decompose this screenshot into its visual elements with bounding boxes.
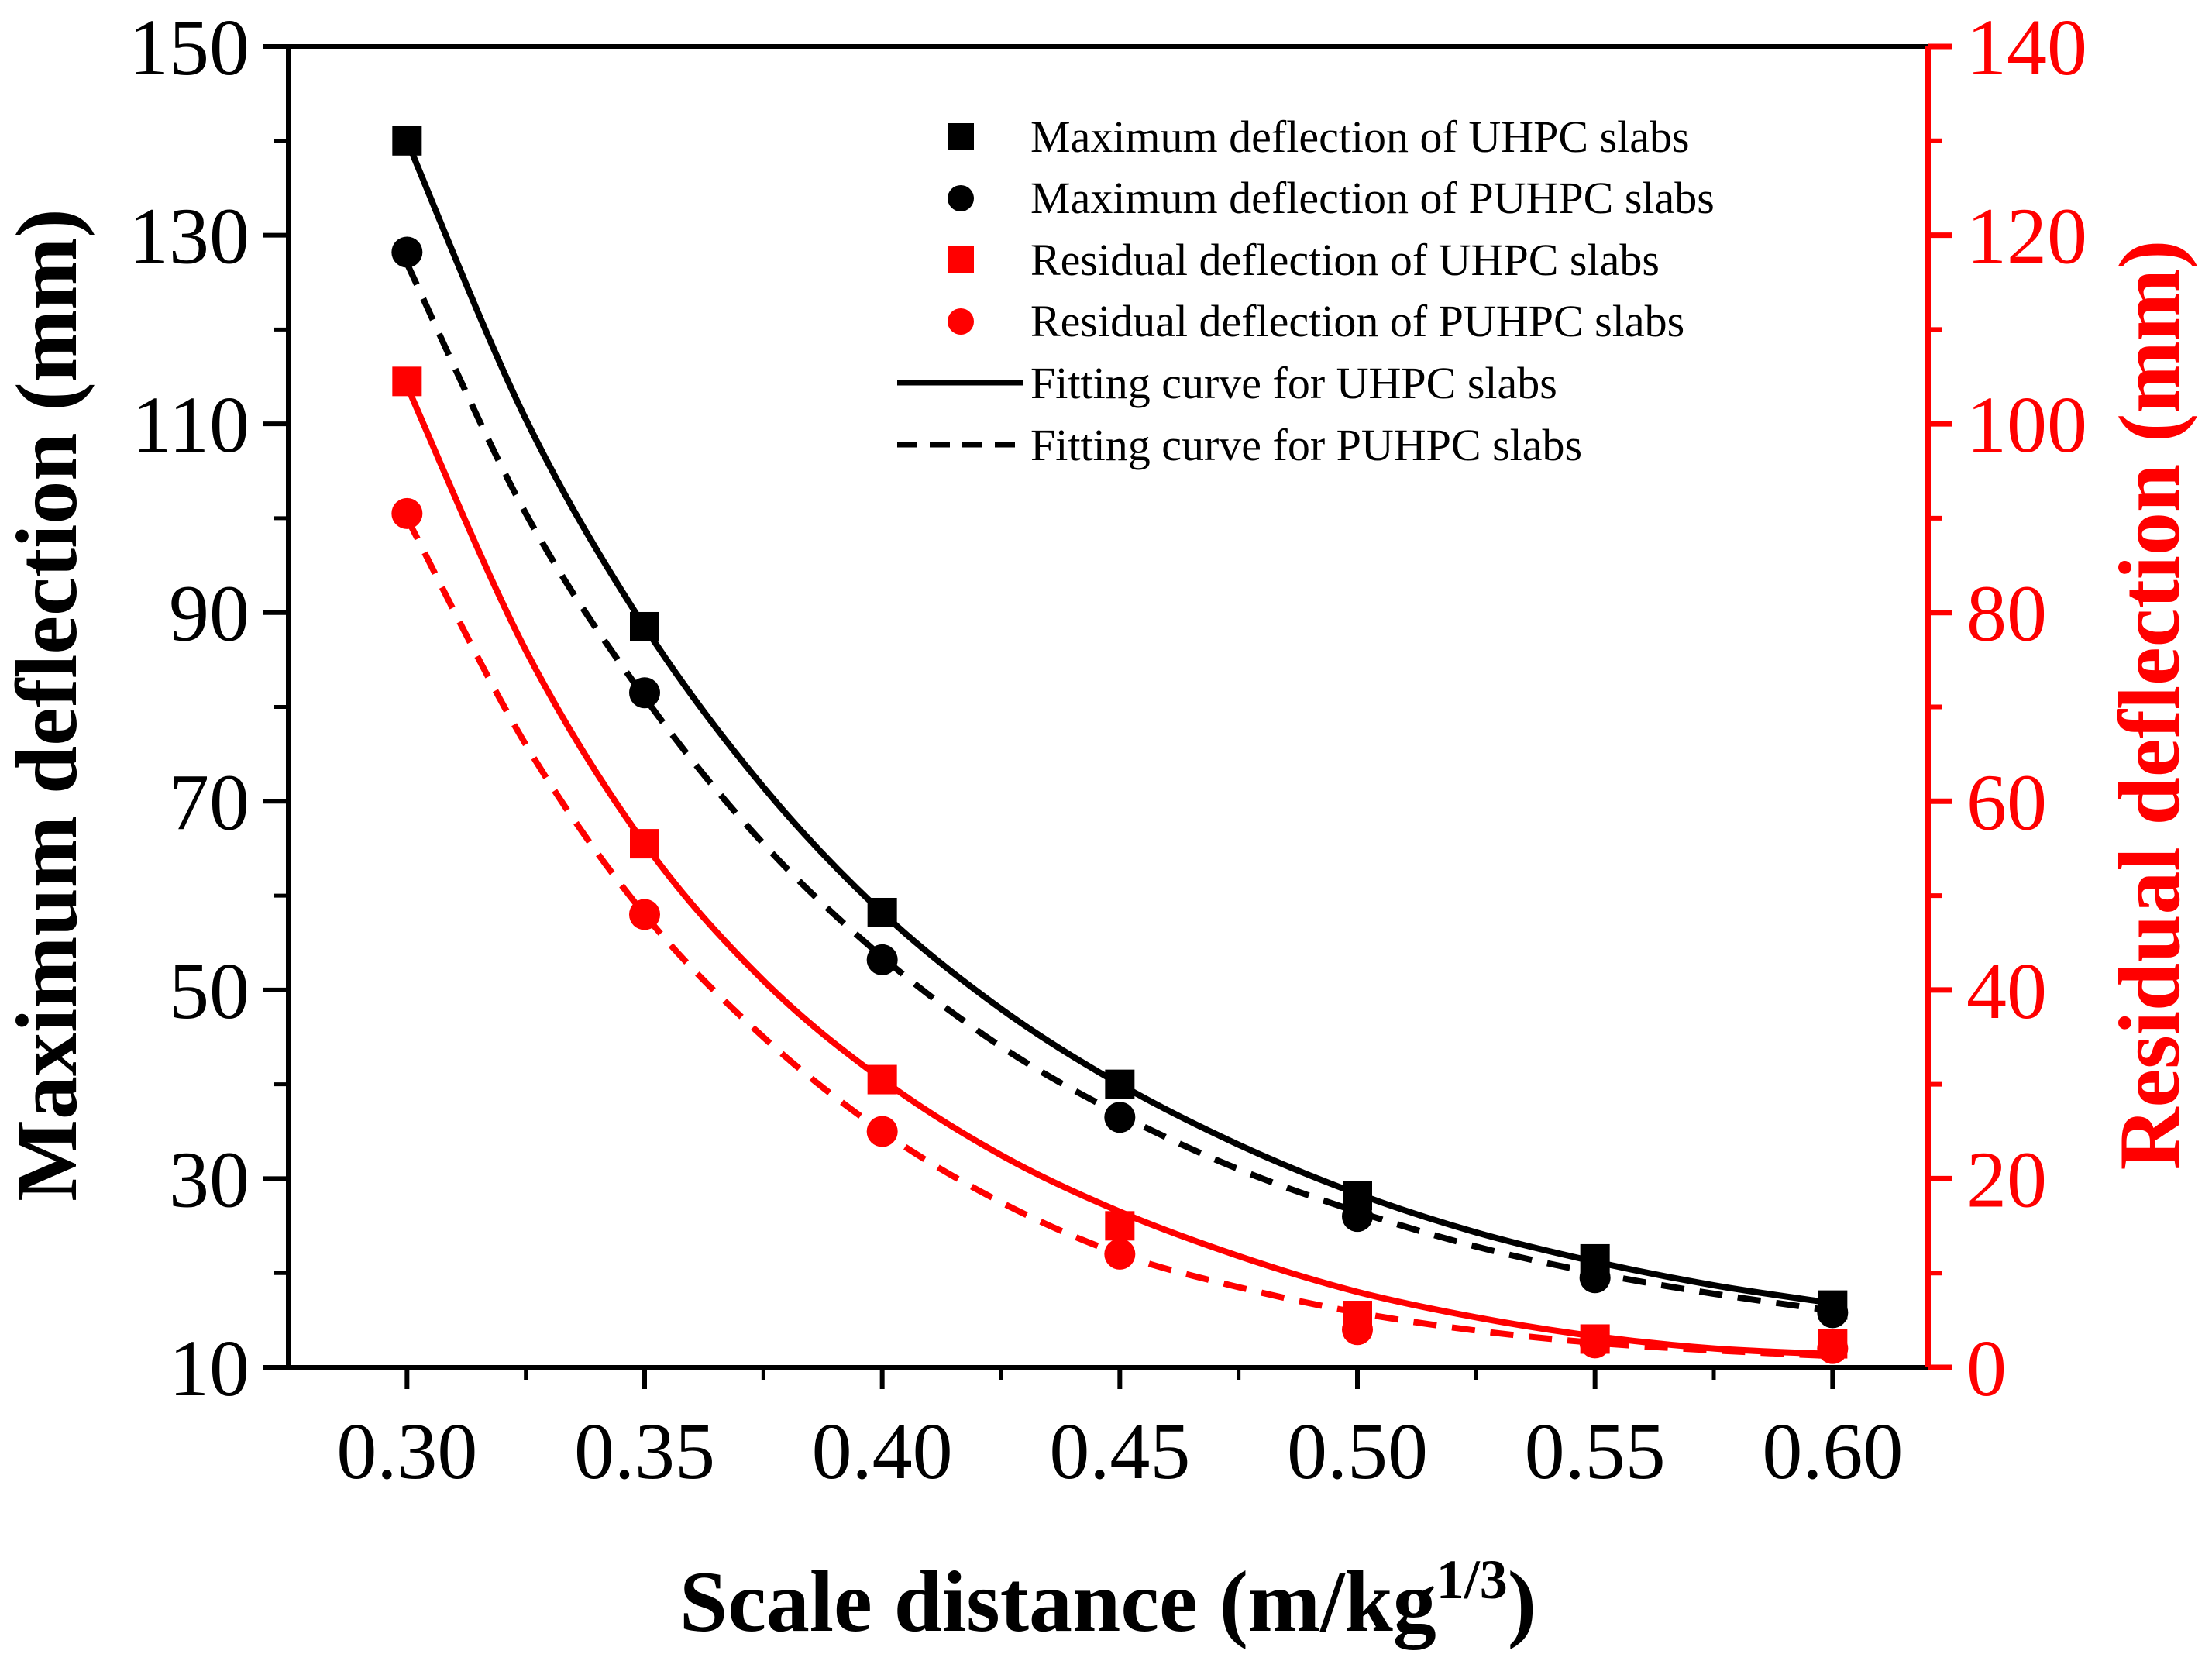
left-y-tick-label: 110 [132,380,249,469]
x-tick-label: 0.40 [812,1407,953,1496]
x-axis-title-main: Scale distance (m/kg [679,1554,1436,1650]
data-point-square [392,366,422,397]
legend: Maximum deflection of UHPC slabs Maximum… [897,112,1715,470]
data-point-circle [1817,1332,1849,1364]
x-tick-label: 0.35 [574,1407,715,1496]
data-point-square [1105,1211,1135,1241]
x-axis-title: Scale distance (m/kg1/3) [679,1549,1536,1650]
data-point-square [867,897,897,927]
right-y-tick-label: 20 [1966,1135,2047,1224]
left-y-tick-label: 50 [169,947,249,1036]
x-axis-title-superscript: 1/3 [1436,1549,1508,1611]
left-y-tick-label: 150 [129,3,249,92]
data-point-square [392,126,422,156]
data-point-square [630,611,659,641]
data-point-circle [1579,1262,1611,1294]
x-tick-label: 0.55 [1525,1407,1666,1496]
x-tick-label: 0.45 [1049,1407,1190,1496]
data-point-circle [1342,1314,1373,1346]
data-point-circle [1342,1201,1373,1233]
legend-label-2: Maximum deflection of PUHPC slabs [1030,173,1715,223]
fitting-curves [404,139,1833,1360]
legend-label-6: Fitting curve for PUHPC slabs [1030,420,1582,470]
left-y-tick-label: 90 [169,569,249,659]
data-point-circle [1104,1102,1136,1133]
data-point-circle [629,899,660,930]
data-point-circle [391,497,423,529]
axis-ticks: 0.30 0.35 0.40 0.45 0.50 0.55 0.60 10 30 50 70 90 11… [129,3,2087,1496]
legend-label-4: Residual deflection of PUHPC slabs [1030,296,1684,346]
data-point-square [630,829,659,859]
data-point-square [867,1064,897,1095]
data-point-circle [866,1116,898,1147]
left-y-tick-label: 10 [169,1324,249,1413]
x-tick-label: 0.50 [1287,1407,1428,1496]
right-y-tick-label: 100 [1966,380,2087,469]
left-y-axis-title: Maximum deflection (mm) [0,208,95,1201]
data-point-square [1105,1069,1135,1099]
right-y-tick-label: 140 [1966,3,2087,92]
legend-marker-circle-red [948,308,974,335]
data-point-circle [1579,1327,1611,1359]
data-point-circle [391,236,423,268]
legend-label-3: Residual deflection of UHPC slabs [1030,235,1660,285]
right-y-tick-label: 80 [1966,569,2047,659]
legend-marker-circle-black [948,185,974,211]
x-tick-label: 0.60 [1762,1407,1903,1496]
right-y-axis-title: Residual deflection (mm) [2102,240,2198,1171]
fit-curve-right-solid [404,384,1833,1357]
left-y-tick-label: 70 [169,758,249,847]
left-y-tick-label: 30 [169,1135,249,1224]
fit-curve-left-solid [404,139,1833,1307]
right-y-tick-label: 0 [1966,1324,2007,1413]
data-point-circle [1817,1297,1849,1329]
data-point-circle [1104,1238,1136,1270]
legend-marker-square-black [948,123,974,150]
legend-marker-square-red [948,246,974,273]
right-y-tick-label: 60 [1966,758,2047,847]
x-axis-title-close: ) [1508,1554,1536,1650]
left-y-tick-label: 130 [129,192,249,281]
data-point-circle [866,944,898,975]
right-y-tick-label: 120 [1966,192,2087,281]
x-tick-label: 0.30 [336,1407,477,1496]
data-markers [391,126,1849,1364]
legend-label-5: Fitting curve for UHPC slabs [1030,358,1557,408]
right-y-tick-label: 40 [1966,947,2047,1036]
fit-curve-left-dashed [404,262,1833,1314]
data-point-circle [629,677,660,709]
legend-label-1: Maximum deflection of UHPC slabs [1030,112,1690,162]
